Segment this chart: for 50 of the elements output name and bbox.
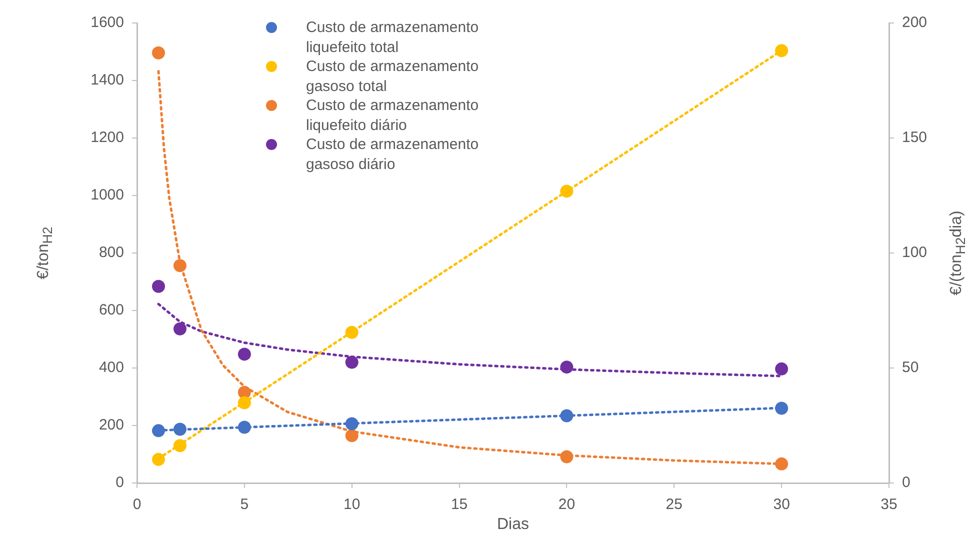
point bbox=[152, 424, 165, 438]
point bbox=[560, 409, 574, 422]
point bbox=[775, 402, 788, 415]
y2-tick-label: 0 bbox=[902, 474, 910, 492]
x-tick-label: 30 bbox=[773, 496, 790, 514]
legend-label: Custo de armazenamento liquefeito total bbox=[306, 18, 480, 57]
x-axis-title: Dias bbox=[496, 516, 530, 533]
point bbox=[775, 457, 788, 470]
point bbox=[152, 452, 165, 466]
point bbox=[238, 348, 251, 361]
point bbox=[560, 450, 574, 464]
legend-label: Custo de armazenamento gasoso total bbox=[306, 57, 480, 96]
point bbox=[238, 420, 251, 434]
point bbox=[560, 184, 574, 198]
point bbox=[173, 439, 186, 452]
point bbox=[173, 322, 186, 336]
y2-tick-label: 100 bbox=[902, 244, 928, 262]
x-tick-label: 0 bbox=[132, 496, 142, 514]
point bbox=[775, 362, 788, 376]
y2-tick-label: 150 bbox=[902, 129, 928, 146]
y-tick-label: 0 bbox=[116, 474, 124, 492]
x-tick-label: 20 bbox=[558, 496, 576, 514]
y2-tick-label: 200 bbox=[902, 14, 928, 32]
point bbox=[173, 422, 186, 436]
y-tick-label: 400 bbox=[98, 359, 124, 376]
y-tick-label: 1000 bbox=[90, 186, 124, 204]
point bbox=[173, 259, 186, 272]
point bbox=[152, 280, 165, 293]
legend-label: Custo de armazenamento liquefeito diário bbox=[306, 96, 480, 135]
y-tick-label: 1200 bbox=[90, 129, 124, 146]
point bbox=[345, 417, 358, 430]
y-tick-label: 600 bbox=[98, 302, 124, 319]
point bbox=[560, 360, 574, 374]
y2-tick-label: 50 bbox=[902, 359, 919, 376]
point bbox=[345, 356, 358, 369]
point bbox=[775, 44, 788, 58]
x-tick-label: 15 bbox=[450, 496, 468, 514]
point bbox=[238, 396, 251, 410]
point bbox=[345, 429, 358, 442]
x-tick-label: 10 bbox=[344, 496, 360, 514]
x-tick-label: 35 bbox=[880, 496, 898, 514]
point bbox=[345, 326, 358, 339]
x-tick-label: 25 bbox=[666, 496, 682, 514]
y-tick-label: 800 bbox=[98, 244, 124, 262]
y-tick-label: 1600 bbox=[90, 14, 124, 32]
x-tick-label: 5 bbox=[240, 496, 249, 514]
y-tick-label: 200 bbox=[98, 416, 124, 434]
legend-label: Custo de armazenamento gasoso diário bbox=[306, 135, 480, 174]
y-tick-label: 1400 bbox=[90, 72, 124, 89]
point bbox=[152, 46, 165, 60]
